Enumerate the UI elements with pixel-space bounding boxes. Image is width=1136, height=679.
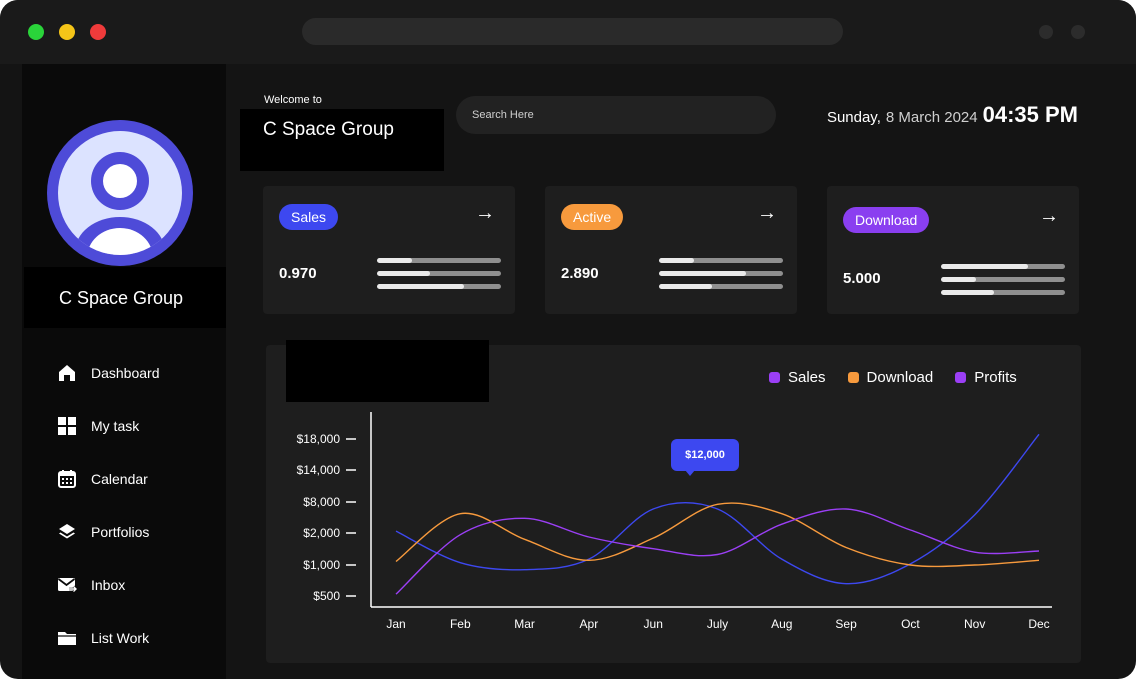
day-label: Sunday, bbox=[826, 109, 881, 126]
series-line-sales bbox=[395, 433, 1040, 585]
sidebar-item-inbox[interactable]: Inbox bbox=[57, 572, 125, 598]
legend-swatch bbox=[955, 372, 967, 383]
y-tick-label: $8,000 bbox=[303, 495, 340, 509]
legend-item-profits[interactable]: Profits bbox=[955, 369, 1017, 386]
legend-label: Sales bbox=[788, 369, 826, 386]
chart-legend: Sales Download Profits bbox=[769, 369, 1039, 386]
layers-icon bbox=[59, 524, 75, 539]
x-tick-label: Apr bbox=[580, 617, 599, 631]
legend-label: Profits bbox=[974, 369, 1017, 386]
profile-name: C Space Group bbox=[59, 288, 184, 308]
progress-bar bbox=[941, 264, 1065, 269]
search-input[interactable] bbox=[456, 96, 776, 134]
y-tick-label: $18,000 bbox=[297, 432, 341, 446]
toolbar-dot-button[interactable] bbox=[1039, 25, 1053, 39]
progress-bar bbox=[377, 284, 501, 289]
x-tick-label: Oct bbox=[901, 617, 920, 631]
title-bar bbox=[0, 0, 1136, 64]
sidebar-item-calendar[interactable]: Calendar bbox=[57, 466, 148, 492]
home-icon bbox=[59, 365, 75, 381]
chart-title-panel bbox=[286, 340, 489, 402]
y-tick-label: $1,000 bbox=[303, 558, 340, 572]
mail-icon bbox=[57, 578, 77, 593]
chart-tooltip: $12,000 bbox=[671, 439, 739, 476]
sidebar-item-label: Calendar bbox=[91, 471, 148, 487]
progress-bar bbox=[659, 271, 783, 276]
window-maximize-button[interactable] bbox=[90, 24, 106, 40]
progress-bar bbox=[659, 258, 783, 263]
y-tick-label: $500 bbox=[313, 589, 340, 603]
card-value: 2.890 bbox=[561, 265, 599, 282]
legend-swatch bbox=[847, 372, 859, 383]
line-chart: $18,000 $14,000 $8,000 $2,000 $1,000 $500 Jan F… bbox=[297, 412, 1052, 631]
progress-bar bbox=[659, 284, 783, 289]
stat-card-download: Download → 5.000 bbox=[827, 186, 1079, 314]
progress-bar bbox=[377, 258, 501, 263]
welcome-text: Welcome to bbox=[264, 94, 322, 106]
legend-item-sales[interactable]: Sales bbox=[769, 369, 826, 386]
stat-card-active: Active → 2.890 bbox=[545, 186, 797, 314]
date-label: 8 March 2024 bbox=[885, 109, 978, 126]
time-label: 04:35 PM bbox=[982, 102, 1078, 127]
legend-swatch bbox=[769, 372, 780, 383]
window-minimize-button[interactable] bbox=[59, 24, 75, 40]
sidebar-item-label: List Work bbox=[91, 630, 150, 646]
y-tick-label: $14,000 bbox=[297, 463, 341, 477]
window-close-button[interactable] bbox=[28, 24, 44, 40]
status-badge: Download bbox=[843, 207, 930, 233]
sidebar-item-label: Dashboard bbox=[91, 365, 160, 381]
toolbar-dot-button[interactable] bbox=[1071, 25, 1085, 39]
sidebar-item-label: Portfolios bbox=[91, 524, 150, 540]
x-tick-label: Nov bbox=[964, 617, 985, 631]
stat-card-sales: Sales → 0.970 bbox=[263, 186, 515, 314]
status-badge: Sales bbox=[279, 204, 339, 230]
x-tick-label: Sep bbox=[835, 617, 857, 631]
sidebar-item-dashboard[interactable]: Dashboard bbox=[57, 360, 160, 386]
legend-item-download[interactable]: Download bbox=[847, 369, 934, 386]
x-tick-label: July bbox=[707, 617, 728, 631]
grid-icon bbox=[58, 417, 76, 435]
chart-panel: Sales Download Profits $18,000 $14,000 $8,… bbox=[266, 340, 1081, 663]
page-title: C Space Group bbox=[263, 119, 394, 140]
user-icon bbox=[58, 131, 182, 255]
card-value: 5.000 bbox=[843, 270, 881, 287]
sidebar: C Space Group Dashboard My task bbox=[22, 64, 227, 679]
progress-bars bbox=[659, 258, 783, 297]
progress-bars bbox=[377, 258, 501, 297]
folder-icon bbox=[58, 632, 76, 645]
y-tick-label: $2,000 bbox=[303, 526, 340, 540]
x-tick-label: Feb bbox=[450, 617, 471, 631]
calendar-icon bbox=[58, 470, 76, 488]
x-tick-label: Jan bbox=[386, 617, 405, 631]
sidebar-item-portfolios[interactable]: Portfolios bbox=[57, 519, 149, 545]
x-tick-label: Dec bbox=[1028, 617, 1049, 631]
title-panel bbox=[240, 109, 444, 171]
arrow-right-icon[interactable]: → bbox=[1039, 205, 1059, 227]
x-tick-label: Jun bbox=[644, 617, 663, 631]
x-tick-label: Aug bbox=[771, 617, 792, 631]
sidebar-item-label: My task bbox=[91, 418, 140, 434]
address-bar[interactable] bbox=[302, 18, 843, 45]
progress-bar bbox=[941, 290, 1065, 295]
progress-bar bbox=[941, 277, 1065, 282]
progress-bars bbox=[941, 264, 1065, 303]
progress-bar bbox=[377, 271, 501, 276]
sidebar-item-my-task[interactable]: My task bbox=[57, 413, 139, 439]
sidebar-item-label: Inbox bbox=[91, 577, 126, 593]
series-line-download bbox=[395, 502, 1040, 568]
x-tick-label: Mar bbox=[514, 617, 535, 631]
arrow-right-icon[interactable]: → bbox=[475, 202, 495, 224]
main-content: Welcome to C Space Group Sunday, 8 March… bbox=[226, 64, 1116, 679]
status-badge: Active bbox=[561, 204, 624, 230]
avatar[interactable] bbox=[47, 120, 193, 266]
sidebar-item-list-work[interactable]: List Work bbox=[57, 625, 149, 651]
date-time: Sunday, 8 March 2024 04:35 PM bbox=[827, 102, 1078, 128]
card-value: 0.970 bbox=[279, 265, 317, 282]
arrow-right-icon[interactable]: → bbox=[757, 202, 777, 224]
profile-name-panel bbox=[24, 267, 227, 328]
series-line-profits bbox=[395, 508, 1040, 595]
legend-label: Download bbox=[866, 369, 934, 386]
